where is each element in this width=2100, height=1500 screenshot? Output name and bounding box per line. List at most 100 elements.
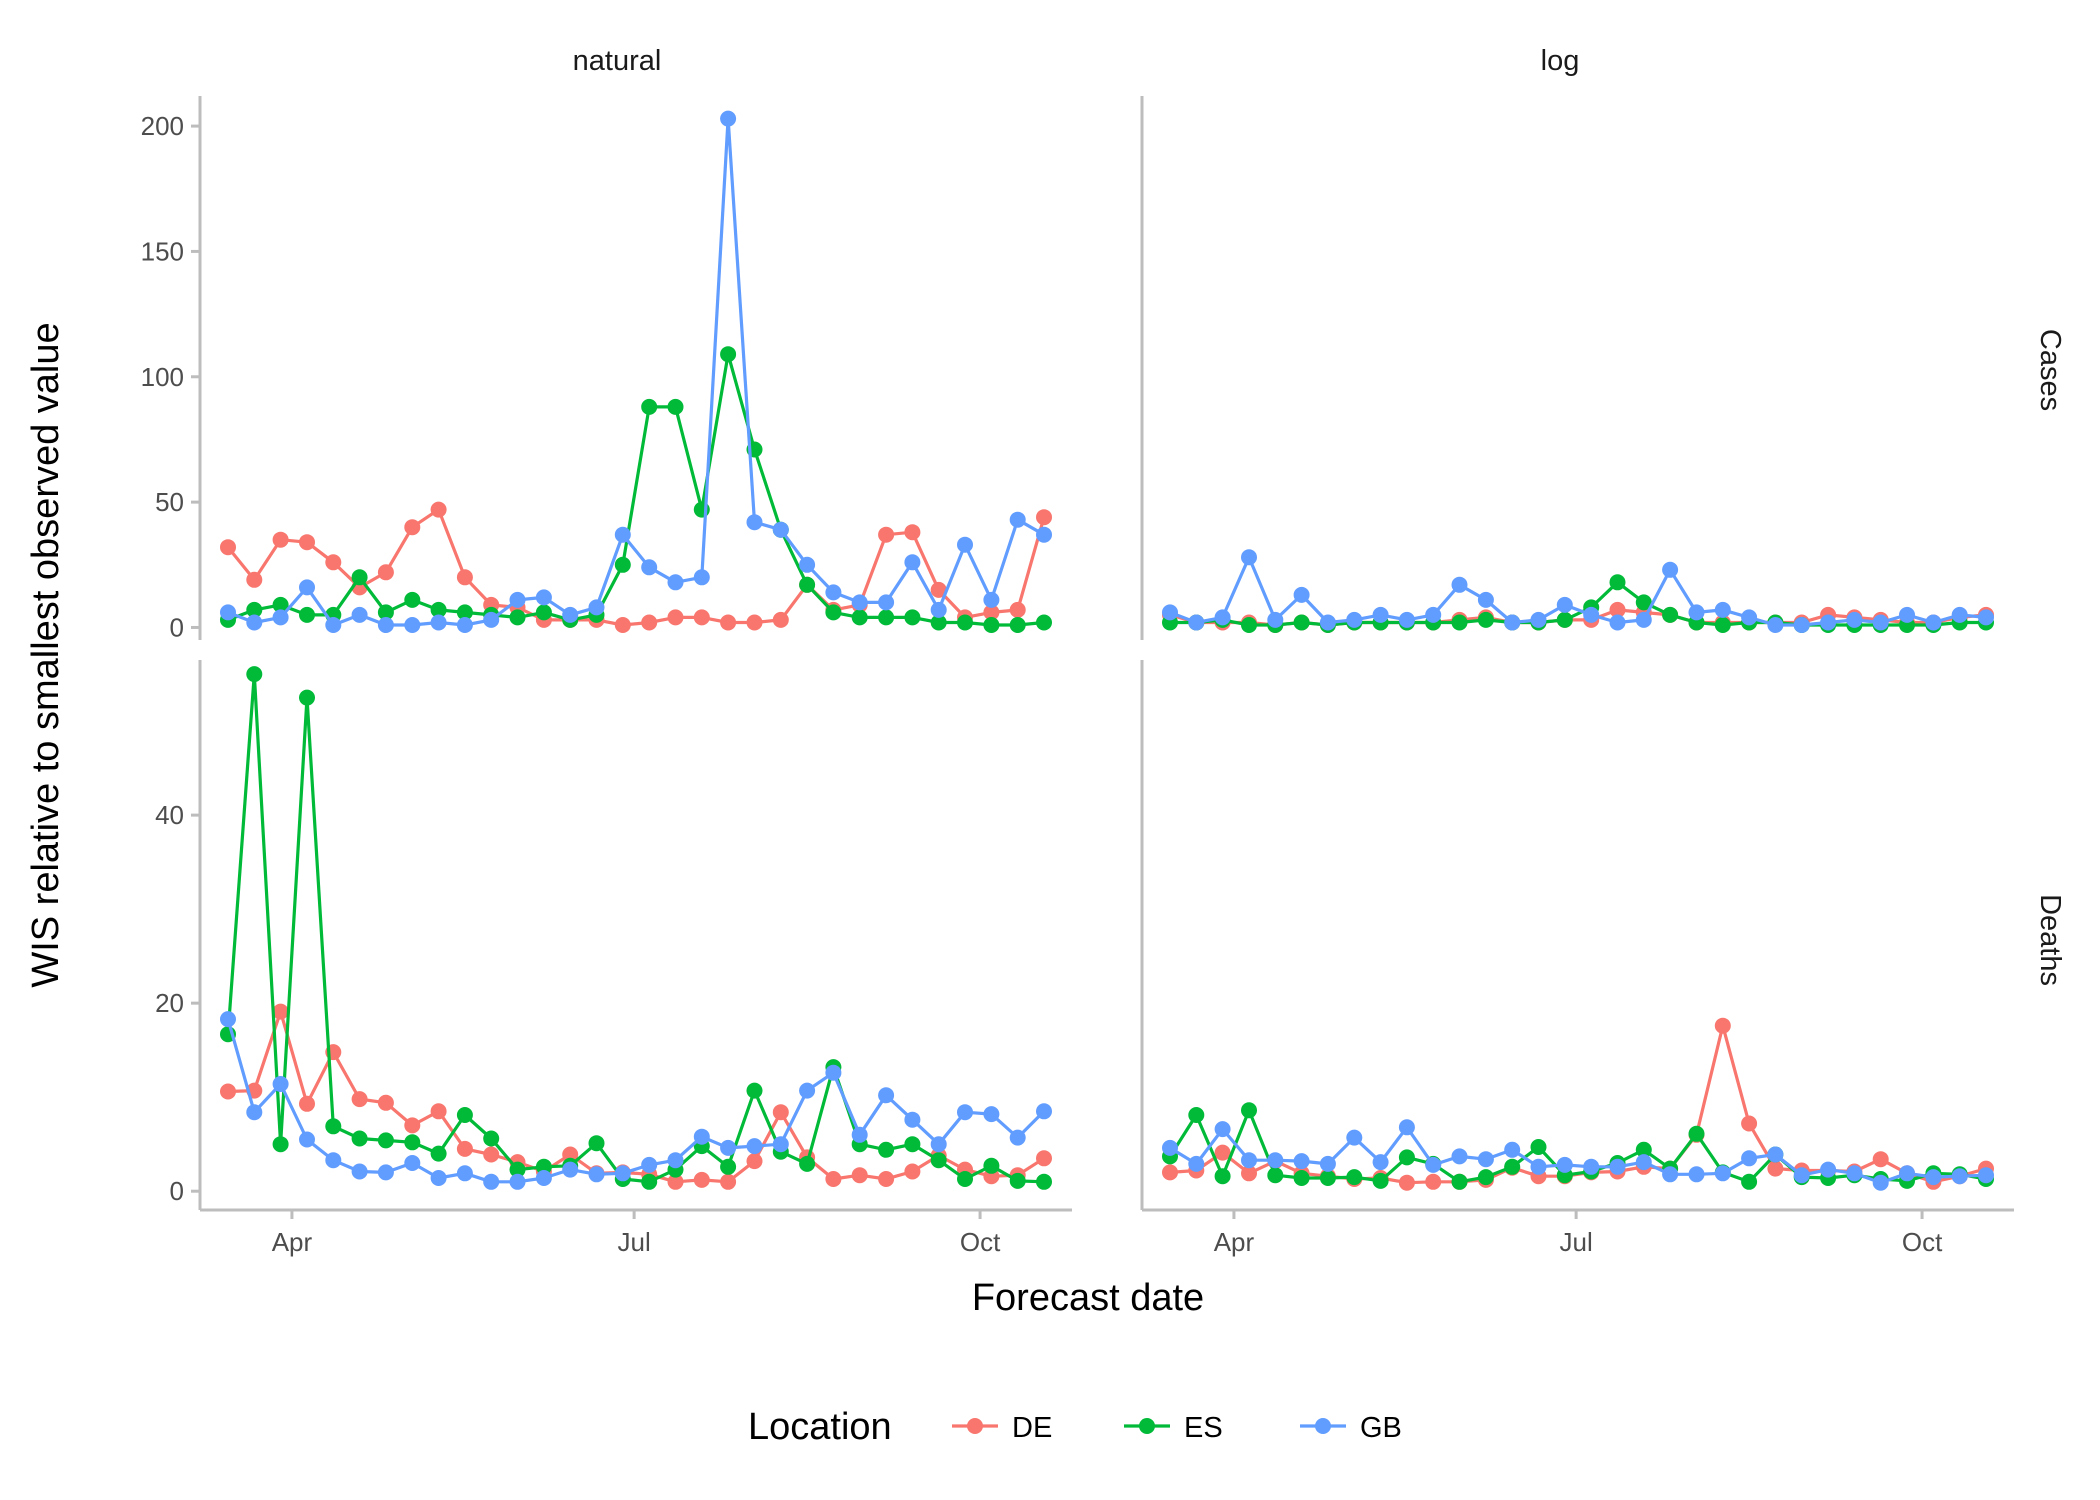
data-point-de xyxy=(430,1103,447,1120)
legend-key-point xyxy=(1139,1418,1155,1434)
data-point-es xyxy=(430,601,447,618)
data-point-es xyxy=(1714,617,1731,633)
data-point-es xyxy=(1241,1102,1257,1119)
data-point-gb xyxy=(456,617,473,633)
series-line-es xyxy=(1168,1108,1987,1184)
data-point-de xyxy=(220,539,236,556)
data-point-de xyxy=(878,526,895,543)
data-point-gb xyxy=(562,1161,579,1178)
data-point-gb xyxy=(220,604,236,621)
data-point-de xyxy=(983,604,1000,621)
data-point-gb xyxy=(746,1138,763,1155)
series-line-gb xyxy=(226,1018,1046,1184)
data-point-gb xyxy=(746,514,763,531)
data-point-es xyxy=(799,1155,816,1172)
data-point-es xyxy=(272,596,289,613)
data-point-de xyxy=(220,1083,236,1100)
x-tick-label: Oct xyxy=(1902,1227,1943,1257)
data-point-de xyxy=(878,1171,895,1187)
data-point-gb xyxy=(1899,1165,1915,1182)
data-point-gb xyxy=(272,609,289,626)
data-point-gb xyxy=(957,536,973,553)
data-point-gb xyxy=(1925,1169,1942,1186)
data-point-gb xyxy=(1793,1167,1810,1184)
data-point-gb xyxy=(667,574,684,591)
data-point-de xyxy=(693,609,710,626)
legend-label: DE xyxy=(1012,1412,1052,1444)
data-point-de xyxy=(404,1117,421,1134)
data-point-gb xyxy=(1398,611,1415,628)
data-point-gb xyxy=(1293,586,1310,603)
data-point-de xyxy=(325,554,342,571)
data-point-gb xyxy=(851,594,868,611)
column-strip-natural: natural xyxy=(573,45,662,77)
data-point-de xyxy=(351,1091,368,1108)
data-point-gb xyxy=(1267,611,1284,628)
data-point-gb xyxy=(377,617,394,633)
legend-item-de: DE xyxy=(952,1412,1052,1444)
data-point-gb xyxy=(772,1136,789,1153)
legend-title: Location xyxy=(748,1406,892,1448)
data-point-es xyxy=(904,1136,921,1153)
data-point-gb xyxy=(667,1152,684,1169)
data-point-gb xyxy=(1372,1154,1389,1171)
column-strip-log: log xyxy=(1541,45,1580,77)
data-point-gb xyxy=(1635,1154,1652,1171)
data-point-es xyxy=(720,346,737,363)
data-point-gb xyxy=(1741,609,1758,626)
data-point-de xyxy=(746,614,763,631)
data-point-gb xyxy=(1530,1158,1547,1175)
data-point-es xyxy=(535,1158,552,1175)
data-point-de xyxy=(614,617,631,633)
data-point-gb xyxy=(641,559,658,576)
data-point-gb xyxy=(404,617,421,633)
data-point-gb xyxy=(1583,1158,1600,1175)
data-point-es xyxy=(983,1157,1000,1174)
data-point-gb xyxy=(377,1164,394,1181)
data-point-es xyxy=(1741,1173,1758,1190)
data-point-gb xyxy=(1846,1165,1863,1182)
data-point-gb xyxy=(272,1076,289,1092)
data-point-gb xyxy=(1477,1151,1494,1168)
data-point-es xyxy=(1451,1173,1468,1190)
data-point-de xyxy=(772,611,789,628)
data-point-gb xyxy=(1609,614,1626,631)
legend-key-point xyxy=(967,1418,983,1434)
data-point-gb xyxy=(1662,561,1679,578)
data-point-es xyxy=(1188,1107,1205,1123)
data-point-gb xyxy=(246,614,263,631)
data-point-de xyxy=(272,531,289,548)
data-point-de xyxy=(720,1173,737,1190)
data-point-gb xyxy=(1425,1156,1442,1173)
data-point-de xyxy=(772,1104,789,1121)
data-point-es xyxy=(878,1141,895,1158)
data-point-gb xyxy=(1009,511,1026,528)
data-point-es xyxy=(930,1152,947,1169)
panel-deaths-natural: Apr Jul Oct 0 20 40 xyxy=(155,660,1072,1257)
series-line-es xyxy=(226,672,1045,1184)
data-point-es xyxy=(1530,1139,1547,1155)
data-point-es xyxy=(509,1161,526,1178)
data-point-gb xyxy=(562,606,579,623)
data-point-es xyxy=(1267,1167,1284,1184)
data-point-gb xyxy=(1609,1158,1626,1175)
data-point-gb xyxy=(509,1173,526,1190)
data-point-gb xyxy=(351,1163,368,1180)
data-point-gb xyxy=(799,1082,816,1099)
data-point-gb xyxy=(614,526,631,543)
data-point-es xyxy=(1609,574,1626,591)
data-point-de xyxy=(1767,1160,1784,1177)
data-point-gb xyxy=(1767,1146,1784,1163)
y-tick-label: 100 xyxy=(141,362,184,392)
data-point-gb xyxy=(1767,617,1784,633)
data-point-es xyxy=(1346,1169,1363,1186)
data-point-es xyxy=(1477,1169,1494,1186)
data-point-gb xyxy=(878,1087,895,1104)
data-point-gb xyxy=(1978,1167,1994,1184)
data-point-gb xyxy=(1036,1103,1052,1120)
y-tick-label: 20 xyxy=(155,988,184,1018)
data-point-gb xyxy=(904,1111,921,1128)
data-point-gb xyxy=(1951,606,1968,623)
data-point-es xyxy=(878,609,895,626)
data-point-de xyxy=(667,1173,684,1190)
